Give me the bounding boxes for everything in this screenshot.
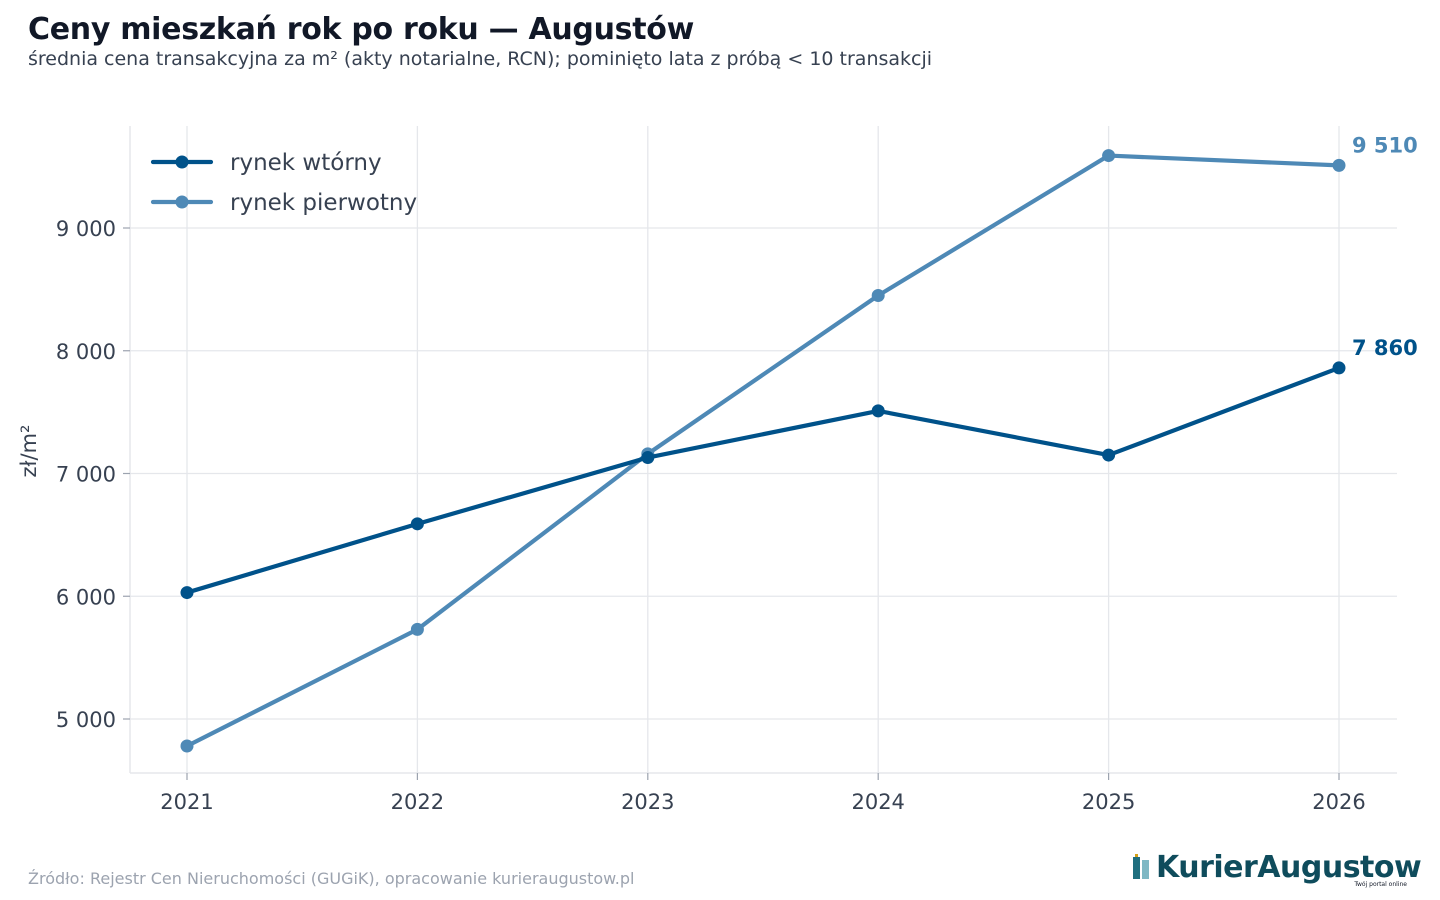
x-tick-label: 2026 [1312,790,1365,814]
data-point[interactable] [1102,448,1116,462]
end-labels: 7 860 9 510 [1352,133,1418,360]
logo-wordmark: KurierAugustow [1156,850,1422,885]
series [180,149,1346,753]
end-value-label: 9 510 [1352,133,1418,157]
source-note: Źródło: Rejestr Cen Nieruchomości (GUGiK… [28,869,635,888]
logo-mark-icon [1133,854,1149,879]
y-tick-label: 8 000 [56,340,116,364]
legend-swatch-marker [175,195,189,209]
x-tick-label: 2024 [851,790,904,814]
data-point[interactable] [180,586,194,600]
y-tick-label: 7 000 [56,463,116,487]
axes [129,126,1397,774]
x-tick-label: 2021 [160,790,213,814]
x-tick-label: 2023 [621,790,674,814]
logo-tagline: Twój portal online [1354,881,1407,888]
x-tick-label: 2025 [1082,790,1135,814]
data-point[interactable] [871,404,885,418]
chart-subtitle: średnia cena transakcyjna za m² (akty no… [28,48,933,70]
y-tick-label: 6 000 [56,585,116,609]
chart-title: Ceny mieszkań rok po roku — Augustów [28,12,694,47]
series-rynek-pierwotny [180,149,1346,753]
y-axis-ticks: 5 000 6 000 7 000 8 000 9 000 [56,217,130,732]
data-point[interactable] [641,451,655,465]
x-tick-label: 2022 [391,790,444,814]
y-axis-label: zł/m² [17,425,41,478]
legend-label: rynek pierwotny [230,190,417,216]
data-point[interactable] [180,739,194,753]
x-axis-ticks: 2021 2022 2023 2024 2025 2026 [160,773,1366,814]
legend-swatch-marker [175,155,189,169]
data-point[interactable] [410,622,424,636]
legend-item[interactable]: rynek wtórny [150,150,382,176]
series-line [184,153,1342,749]
series-rynek-wtorny [180,361,1346,600]
series-line [184,365,1342,595]
data-point[interactable] [1332,361,1346,375]
data-point[interactable] [871,289,885,303]
brand-logo[interactable]: KurierAugustow Twój portal online [1130,850,1422,890]
grid [130,126,1397,773]
legend-item[interactable]: rynek pierwotny [150,190,417,216]
legend: rynek wtórny rynek pierwotny [150,150,417,216]
data-point[interactable] [1102,149,1116,163]
y-tick-label: 5 000 [56,708,116,732]
data-point[interactable] [1332,158,1346,172]
end-value-label: 7 860 [1352,336,1418,360]
legend-label: rynek wtórny [230,150,382,176]
data-point[interactable] [410,517,424,531]
y-tick-label: 9 000 [56,217,116,241]
